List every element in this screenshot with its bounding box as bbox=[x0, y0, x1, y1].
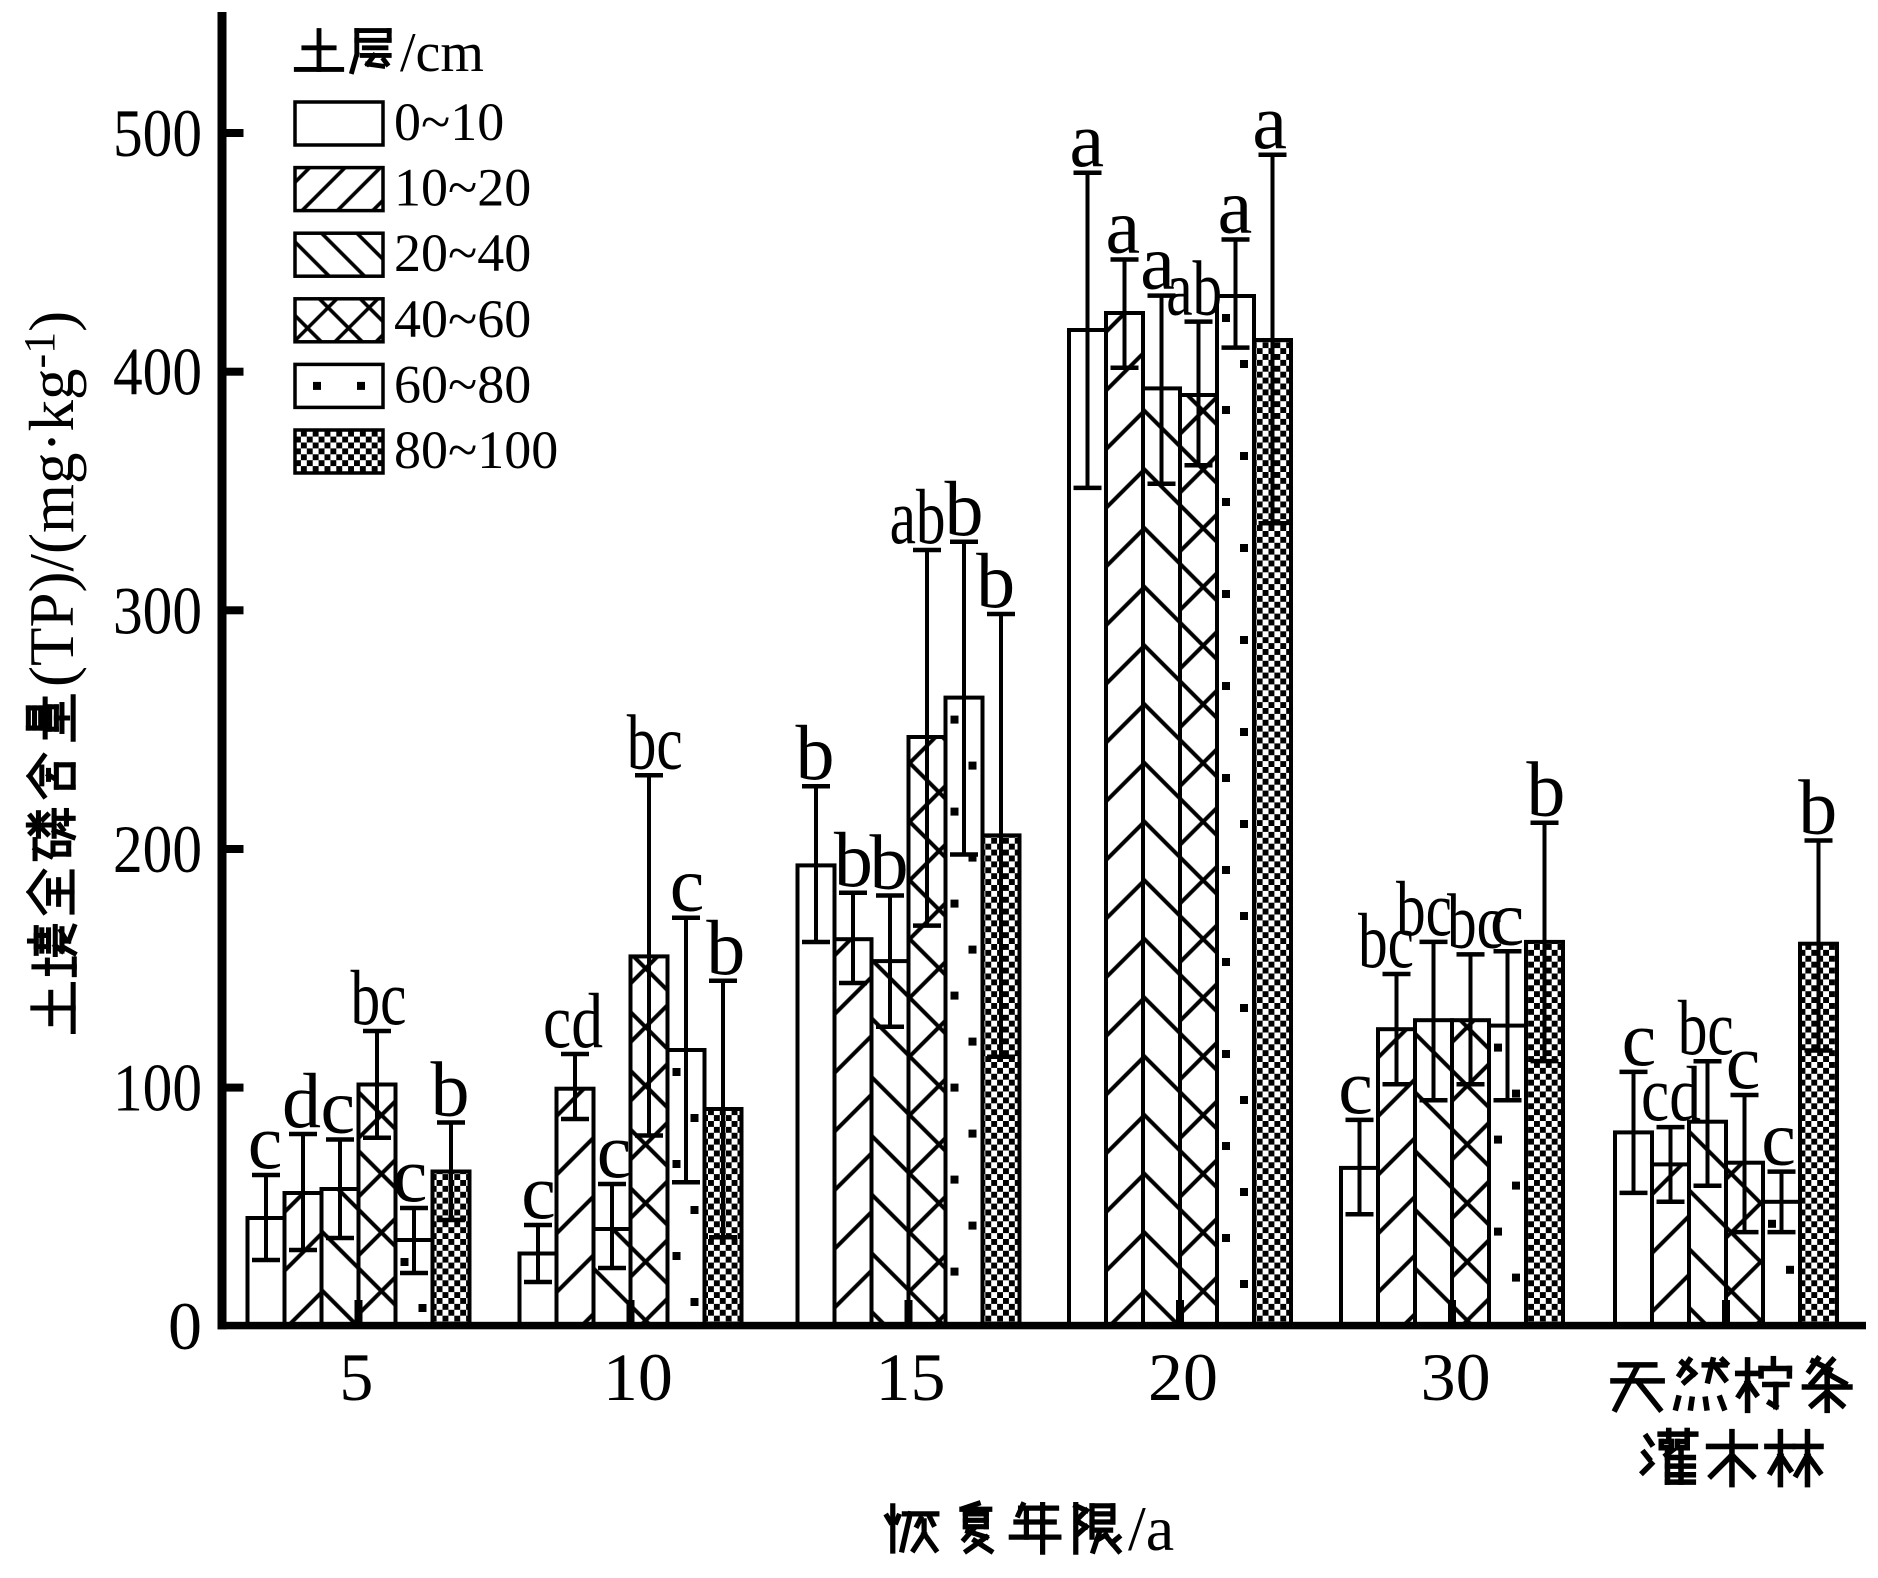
svg-text:a: a bbox=[1105, 183, 1140, 270]
svg-text:c: c bbox=[521, 1148, 556, 1235]
svg-text:cd: cd bbox=[1641, 1050, 1701, 1137]
svg-text:bc: bc bbox=[1678, 984, 1734, 1071]
svg-text:0: 0 bbox=[168, 1288, 202, 1364]
svg-text:(TP)/(mg·kg-1): (TP)/(mg·kg-1) bbox=[15, 311, 87, 687]
svg-text:/a: /a bbox=[1128, 1493, 1174, 1564]
svg-text:cd: cd bbox=[543, 977, 603, 1064]
svg-text:b: b bbox=[796, 709, 835, 796]
svg-text:b: b bbox=[976, 537, 1015, 624]
svg-text:c: c bbox=[670, 841, 705, 928]
svg-text:15: 15 bbox=[876, 1339, 946, 1415]
svg-text:c: c bbox=[1490, 874, 1525, 961]
svg-text:b: b bbox=[706, 904, 745, 991]
svg-text:c: c bbox=[393, 1131, 428, 1218]
svg-text:5: 5 bbox=[339, 1339, 373, 1415]
svg-text:a: a bbox=[1252, 78, 1287, 165]
svg-text:500: 500 bbox=[113, 95, 202, 171]
svg-text:b: b bbox=[1526, 746, 1565, 833]
svg-text:bc: bc bbox=[627, 698, 683, 785]
svg-text:b: b bbox=[870, 819, 909, 906]
svg-text:20~40: 20~40 bbox=[394, 223, 531, 283]
svg-text:c: c bbox=[1622, 995, 1657, 1082]
svg-text:20: 20 bbox=[1148, 1339, 1218, 1415]
svg-text:c: c bbox=[1726, 1018, 1761, 1105]
svg-text:bc: bc bbox=[1447, 877, 1503, 964]
svg-text:b: b bbox=[431, 1046, 470, 1133]
svg-text:b: b bbox=[945, 465, 984, 552]
svg-text:100: 100 bbox=[113, 1050, 202, 1126]
svg-text:/cm: /cm bbox=[400, 22, 484, 84]
svg-text:c: c bbox=[1338, 1043, 1373, 1130]
svg-text:c: c bbox=[1761, 1095, 1796, 1182]
svg-text:400: 400 bbox=[113, 334, 202, 410]
svg-text:a: a bbox=[1218, 163, 1253, 250]
svg-text:ab: ab bbox=[890, 473, 946, 560]
svg-text:40~60: 40~60 bbox=[394, 289, 531, 349]
svg-text:bc: bc bbox=[1396, 865, 1452, 952]
svg-text:30: 30 bbox=[1421, 1339, 1491, 1415]
svg-text:10: 10 bbox=[603, 1339, 673, 1415]
svg-text:c: c bbox=[248, 1098, 283, 1185]
svg-text:a: a bbox=[1069, 96, 1104, 183]
svg-text:c: c bbox=[597, 1107, 632, 1194]
svg-text:10~20: 10~20 bbox=[394, 158, 531, 218]
svg-text:300: 300 bbox=[113, 572, 202, 648]
svg-text:b: b bbox=[1798, 764, 1837, 851]
svg-text:bc: bc bbox=[351, 954, 407, 1041]
svg-text:ab: ab bbox=[1166, 245, 1222, 332]
svg-text:c: c bbox=[320, 1063, 355, 1150]
svg-text:200: 200 bbox=[113, 811, 202, 887]
svg-text:b: b bbox=[834, 816, 873, 903]
svg-text:bc: bc bbox=[1358, 897, 1414, 984]
svg-text:0~10: 0~10 bbox=[394, 92, 504, 152]
svg-text:80~100: 80~100 bbox=[394, 420, 558, 480]
svg-text:a: a bbox=[1140, 219, 1175, 306]
svg-text:d: d bbox=[282, 1057, 321, 1144]
svg-text:60~80: 60~80 bbox=[394, 354, 531, 414]
